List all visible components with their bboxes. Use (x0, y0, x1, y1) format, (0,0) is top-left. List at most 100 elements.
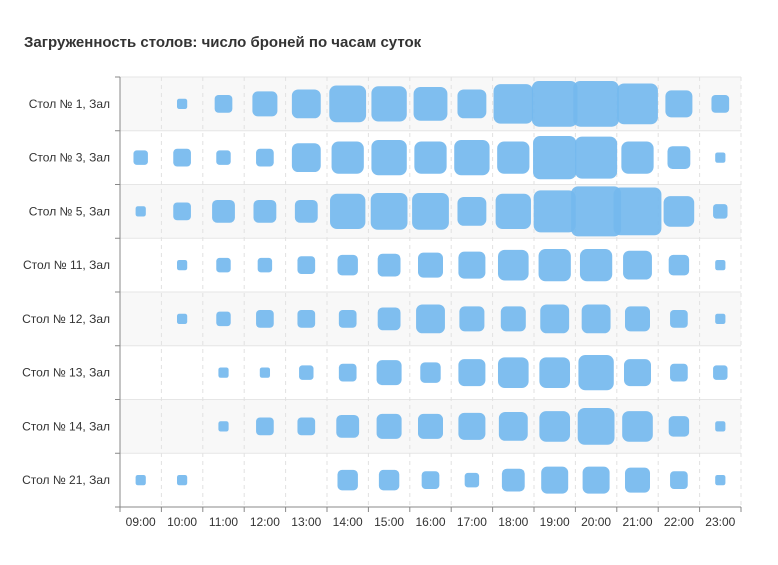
data-cell (531, 81, 578, 127)
data-cell (622, 411, 653, 442)
data-cell (571, 186, 622, 237)
data-cell (458, 412, 486, 440)
data-cell (412, 192, 449, 230)
data-cell (370, 192, 408, 230)
data-cell (578, 354, 614, 391)
data-cell (459, 306, 485, 332)
data-cell (624, 359, 651, 387)
data-cell (337, 469, 358, 491)
data-cell (613, 187, 662, 236)
data-cell (621, 141, 654, 174)
data-cell (256, 417, 274, 436)
data-cell (665, 90, 693, 118)
data-cell (573, 81, 619, 127)
y-tick-label: Стол № 1, Зал (29, 97, 110, 111)
data-cell (177, 475, 188, 486)
data-cell (421, 471, 440, 489)
x-tick-label: 12:00 (250, 515, 280, 529)
data-cell (464, 472, 480, 488)
data-cell (715, 152, 726, 163)
data-cell (493, 84, 534, 124)
data-cell (337, 254, 358, 276)
data-cell (715, 260, 726, 271)
data-cell (336, 414, 360, 438)
data-cell (670, 471, 688, 489)
data-cell (668, 254, 690, 276)
data-cell (256, 148, 274, 167)
y-tick-label: Стол № 14, Зал (22, 419, 110, 433)
data-cell (416, 304, 445, 334)
data-cell (257, 257, 273, 273)
data-cell (670, 363, 688, 382)
data-cell (133, 150, 148, 165)
x-tick-label: 18:00 (498, 515, 528, 529)
data-cell (135, 475, 146, 486)
data-cell (670, 310, 688, 328)
x-tick-label: 13:00 (291, 515, 321, 529)
y-tick-label: Стол № 12, Зал (22, 312, 110, 326)
data-cell (715, 421, 726, 432)
y-tick-label: Стол № 21, Зал (22, 473, 110, 487)
axes (115, 76, 742, 512)
data-cell (259, 367, 271, 378)
data-cell (540, 304, 570, 334)
data-cell (582, 466, 610, 494)
chart-title: Загруженность столов: число броней по ча… (24, 34, 422, 51)
data-cell (297, 417, 316, 436)
x-tick-label: 23:00 (705, 515, 735, 529)
data-cell (377, 307, 401, 331)
data-cell (498, 411, 528, 441)
data-cell (173, 202, 191, 221)
data-cell (418, 413, 443, 439)
x-tick-label: 22:00 (664, 515, 694, 529)
data-cell (713, 204, 728, 219)
x-tick-label: 17:00 (457, 515, 487, 529)
y-tick-label: Стол № 5, Зал (29, 204, 110, 218)
data-cell (418, 252, 443, 278)
data-cell (541, 466, 569, 494)
data-cell (497, 141, 530, 174)
data-cell (458, 359, 486, 387)
data-cell (177, 98, 188, 109)
x-tick-label: 19:00 (540, 515, 570, 529)
data-cell (497, 249, 529, 281)
data-cell (420, 362, 441, 383)
y-tick-label: Стол № 3, Зал (29, 151, 110, 165)
data-cell (253, 199, 277, 223)
data-cell (256, 310, 274, 328)
data-cell (538, 248, 571, 282)
y-tick-label: Стол № 11, Зал (23, 258, 110, 272)
data-cell (414, 141, 447, 174)
data-cell (668, 416, 690, 437)
data-cell (216, 311, 231, 327)
data-cell (291, 143, 321, 173)
data-cell (539, 357, 571, 388)
data-cell (533, 135, 577, 180)
x-tick-label: 14:00 (333, 515, 363, 529)
data-cell (376, 360, 402, 386)
data-cell (376, 413, 402, 439)
data-cell (177, 313, 188, 324)
data-cell (212, 199, 235, 223)
axis-labels: Стол № 1, Зал Стол № 3, Зал Стол № 5, Зал С… (22, 97, 736, 529)
data-cell (454, 139, 490, 176)
data-cell (457, 89, 487, 119)
data-cell (713, 365, 728, 380)
data-cell (413, 86, 448, 121)
x-tick-label: 11:00 (209, 515, 238, 529)
data-cell (177, 260, 188, 271)
data-cell (371, 139, 407, 176)
data-cell (495, 193, 531, 230)
data-cell (711, 95, 730, 113)
data-cell (297, 310, 316, 328)
data-cell (297, 256, 316, 274)
data-cell (173, 148, 191, 167)
x-tick-label: 09:00 (126, 515, 156, 529)
data-cell (216, 257, 231, 273)
data-cell (625, 306, 650, 332)
data-cell (377, 253, 401, 277)
data-cell (291, 89, 321, 119)
data-cell (581, 304, 611, 334)
data-cell (331, 141, 364, 174)
